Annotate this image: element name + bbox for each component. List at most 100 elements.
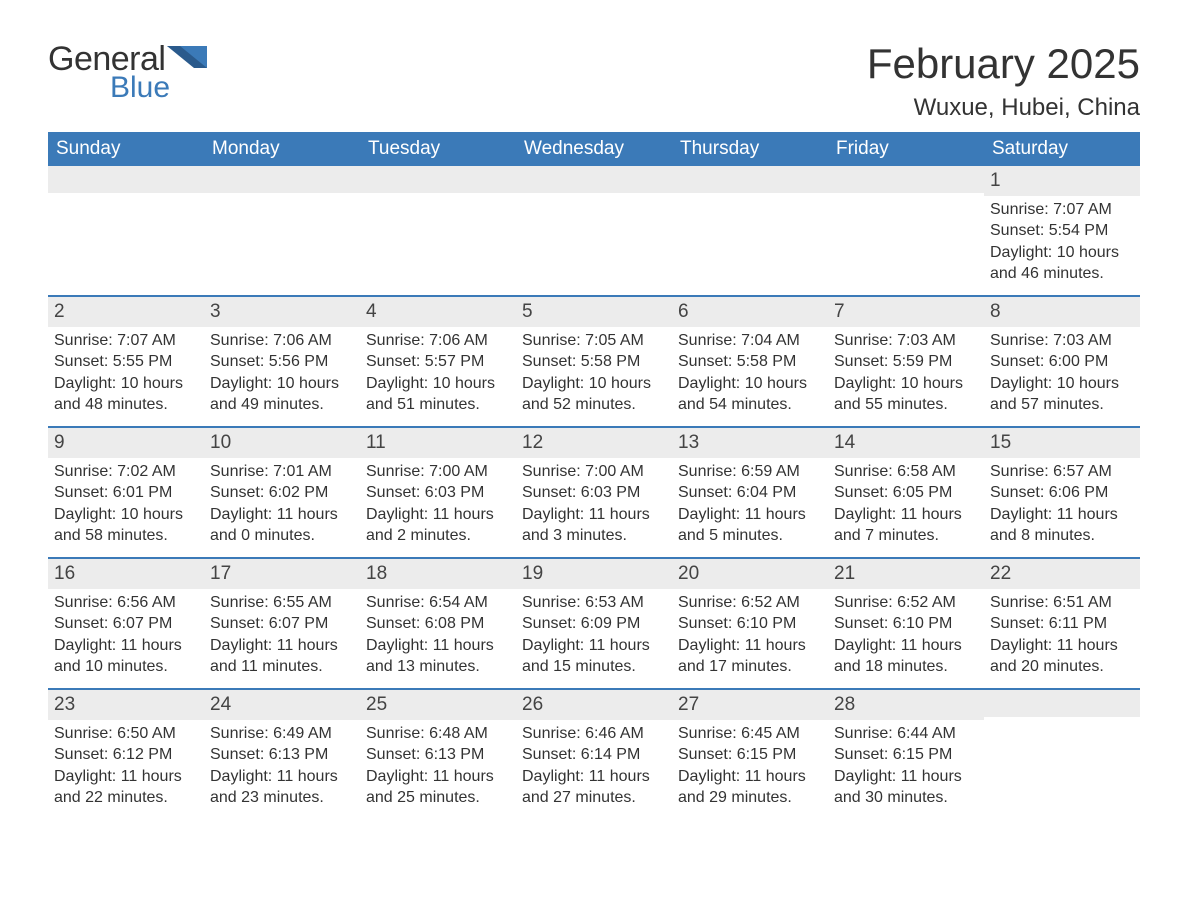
daylight-line-2: and 22 minutes. bbox=[54, 787, 198, 809]
day-number: 27 bbox=[672, 690, 828, 720]
day-body: Sunrise: 7:01 AMSunset: 6:02 PMDaylight:… bbox=[204, 458, 360, 557]
dow-thursday: Thursday bbox=[672, 132, 828, 166]
day-cell: 7Sunrise: 7:03 AMSunset: 5:59 PMDaylight… bbox=[828, 297, 984, 426]
sunset-text: Sunset: 6:08 PM bbox=[366, 613, 510, 635]
day-number: 25 bbox=[360, 690, 516, 720]
day-body bbox=[516, 193, 672, 206]
day-cell: 15Sunrise: 6:57 AMSunset: 6:06 PMDayligh… bbox=[984, 428, 1140, 557]
day-body bbox=[672, 193, 828, 206]
day-cell: 18Sunrise: 6:54 AMSunset: 6:08 PMDayligh… bbox=[360, 559, 516, 688]
day-body: Sunrise: 6:57 AMSunset: 6:06 PMDaylight:… bbox=[984, 458, 1140, 557]
sunrise-text: Sunrise: 7:00 AM bbox=[366, 461, 510, 483]
daylight-line-2: and 10 minutes. bbox=[54, 656, 198, 678]
month-title: February 2025 bbox=[867, 40, 1140, 88]
day-number: 22 bbox=[984, 559, 1140, 589]
day-body bbox=[828, 193, 984, 206]
sunrise-text: Sunrise: 7:03 AM bbox=[834, 330, 978, 352]
day-body: Sunrise: 6:56 AMSunset: 6:07 PMDaylight:… bbox=[48, 589, 204, 688]
flag-icon bbox=[167, 46, 207, 68]
day-number: 15 bbox=[984, 428, 1140, 458]
sunrise-text: Sunrise: 6:44 AM bbox=[834, 723, 978, 745]
day-cell: 13Sunrise: 6:59 AMSunset: 6:04 PMDayligh… bbox=[672, 428, 828, 557]
sunrise-text: Sunrise: 6:54 AM bbox=[366, 592, 510, 614]
day-body: Sunrise: 7:03 AMSunset: 6:00 PMDaylight:… bbox=[984, 327, 1140, 426]
daylight-line-1: Daylight: 11 hours bbox=[366, 766, 510, 788]
daylight-line-2: and 46 minutes. bbox=[990, 263, 1134, 285]
day-cell: 24Sunrise: 6:49 AMSunset: 6:13 PMDayligh… bbox=[204, 690, 360, 819]
daylight-line-2: and 8 minutes. bbox=[990, 525, 1134, 547]
sunset-text: Sunset: 6:03 PM bbox=[366, 482, 510, 504]
logo: General Blue bbox=[48, 40, 207, 105]
weeks-container: 1Sunrise: 7:07 AMSunset: 5:54 PMDaylight… bbox=[48, 166, 1140, 819]
day-cell: 12Sunrise: 7:00 AMSunset: 6:03 PMDayligh… bbox=[516, 428, 672, 557]
day-cell: 26Sunrise: 6:46 AMSunset: 6:14 PMDayligh… bbox=[516, 690, 672, 819]
sunset-text: Sunset: 6:09 PM bbox=[522, 613, 666, 635]
day-body: Sunrise: 6:46 AMSunset: 6:14 PMDaylight:… bbox=[516, 720, 672, 819]
daylight-line-1: Daylight: 10 hours bbox=[678, 373, 822, 395]
day-cell: 9Sunrise: 7:02 AMSunset: 6:01 PMDaylight… bbox=[48, 428, 204, 557]
day-number: 4 bbox=[360, 297, 516, 327]
daylight-line-2: and 7 minutes. bbox=[834, 525, 978, 547]
daylight-line-1: Daylight: 10 hours bbox=[990, 242, 1134, 264]
daylight-line-2: and 23 minutes. bbox=[210, 787, 354, 809]
week-row: 16Sunrise: 6:56 AMSunset: 6:07 PMDayligh… bbox=[48, 557, 1140, 688]
daylight-line-1: Daylight: 11 hours bbox=[678, 766, 822, 788]
day-cell: 14Sunrise: 6:58 AMSunset: 6:05 PMDayligh… bbox=[828, 428, 984, 557]
sunset-text: Sunset: 6:15 PM bbox=[678, 744, 822, 766]
day-cell bbox=[828, 166, 984, 295]
days-of-week-header: Sunday Monday Tuesday Wednesday Thursday… bbox=[48, 132, 1140, 166]
sunrise-text: Sunrise: 7:06 AM bbox=[210, 330, 354, 352]
daylight-line-2: and 15 minutes. bbox=[522, 656, 666, 678]
sunrise-text: Sunrise: 7:00 AM bbox=[522, 461, 666, 483]
day-body: Sunrise: 7:07 AMSunset: 5:55 PMDaylight:… bbox=[48, 327, 204, 426]
day-cell: 20Sunrise: 6:52 AMSunset: 6:10 PMDayligh… bbox=[672, 559, 828, 688]
daylight-line-1: Daylight: 11 hours bbox=[990, 504, 1134, 526]
day-number: 28 bbox=[828, 690, 984, 720]
day-body: Sunrise: 6:58 AMSunset: 6:05 PMDaylight:… bbox=[828, 458, 984, 557]
day-body: Sunrise: 6:54 AMSunset: 6:08 PMDaylight:… bbox=[360, 589, 516, 688]
sunrise-text: Sunrise: 7:01 AM bbox=[210, 461, 354, 483]
sunset-text: Sunset: 5:54 PM bbox=[990, 220, 1134, 242]
day-number: 13 bbox=[672, 428, 828, 458]
sunset-text: Sunset: 6:13 PM bbox=[366, 744, 510, 766]
sunset-text: Sunset: 5:57 PM bbox=[366, 351, 510, 373]
day-number: 11 bbox=[360, 428, 516, 458]
sunrise-text: Sunrise: 7:07 AM bbox=[54, 330, 198, 352]
day-body: Sunrise: 7:03 AMSunset: 5:59 PMDaylight:… bbox=[828, 327, 984, 426]
day-cell: 8Sunrise: 7:03 AMSunset: 6:00 PMDaylight… bbox=[984, 297, 1140, 426]
day-cell: 11Sunrise: 7:00 AMSunset: 6:03 PMDayligh… bbox=[360, 428, 516, 557]
day-number bbox=[828, 166, 984, 193]
day-cell: 21Sunrise: 6:52 AMSunset: 6:10 PMDayligh… bbox=[828, 559, 984, 688]
daylight-line-2: and 3 minutes. bbox=[522, 525, 666, 547]
day-number: 17 bbox=[204, 559, 360, 589]
sunrise-text: Sunrise: 6:45 AM bbox=[678, 723, 822, 745]
day-body: Sunrise: 7:05 AMSunset: 5:58 PMDaylight:… bbox=[516, 327, 672, 426]
week-row: 9Sunrise: 7:02 AMSunset: 6:01 PMDaylight… bbox=[48, 426, 1140, 557]
day-cell: 6Sunrise: 7:04 AMSunset: 5:58 PMDaylight… bbox=[672, 297, 828, 426]
day-number bbox=[360, 166, 516, 193]
sunrise-text: Sunrise: 6:46 AM bbox=[522, 723, 666, 745]
daylight-line-2: and 58 minutes. bbox=[54, 525, 198, 547]
day-number: 6 bbox=[672, 297, 828, 327]
daylight-line-2: and 13 minutes. bbox=[366, 656, 510, 678]
day-body: Sunrise: 6:49 AMSunset: 6:13 PMDaylight:… bbox=[204, 720, 360, 819]
logo-text-block: General Blue bbox=[48, 40, 207, 105]
week-row: 2Sunrise: 7:07 AMSunset: 5:55 PMDaylight… bbox=[48, 295, 1140, 426]
day-cell: 27Sunrise: 6:45 AMSunset: 6:15 PMDayligh… bbox=[672, 690, 828, 819]
sunrise-text: Sunrise: 6:53 AM bbox=[522, 592, 666, 614]
daylight-line-1: Daylight: 11 hours bbox=[834, 766, 978, 788]
sunrise-text: Sunrise: 6:49 AM bbox=[210, 723, 354, 745]
daylight-line-2: and 52 minutes. bbox=[522, 394, 666, 416]
sunset-text: Sunset: 6:15 PM bbox=[834, 744, 978, 766]
day-number: 19 bbox=[516, 559, 672, 589]
day-cell: 25Sunrise: 6:48 AMSunset: 6:13 PMDayligh… bbox=[360, 690, 516, 819]
sunset-text: Sunset: 5:55 PM bbox=[54, 351, 198, 373]
day-body: Sunrise: 6:45 AMSunset: 6:15 PMDaylight:… bbox=[672, 720, 828, 819]
sunset-text: Sunset: 6:13 PM bbox=[210, 744, 354, 766]
daylight-line-1: Daylight: 10 hours bbox=[522, 373, 666, 395]
sunset-text: Sunset: 5:58 PM bbox=[678, 351, 822, 373]
day-number: 12 bbox=[516, 428, 672, 458]
logo-blue-text: Blue bbox=[110, 71, 207, 105]
sunset-text: Sunset: 6:12 PM bbox=[54, 744, 198, 766]
day-body: Sunrise: 6:48 AMSunset: 6:13 PMDaylight:… bbox=[360, 720, 516, 819]
